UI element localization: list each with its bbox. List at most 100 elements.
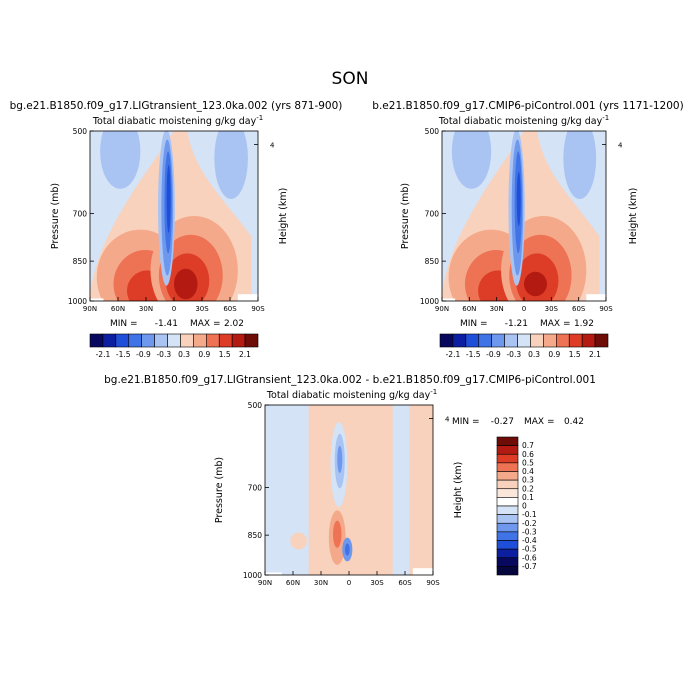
y-tick-label: 850 (73, 257, 88, 266)
colorbar-label: 0.6 (522, 450, 534, 459)
x-tick-label: 30S (370, 579, 384, 587)
colorbar-label: 0.3 (522, 476, 534, 485)
colorbar-label: -0.3 (156, 350, 171, 359)
panel-1-variable: Total diabatic moistening (92, 116, 212, 127)
colorbar-swatch (496, 557, 519, 567)
colorbar-label: 2.1 (589, 350, 601, 359)
colorbar-swatch (452, 333, 467, 348)
positive-patch (290, 532, 307, 550)
colorbar-label: -0.2 (522, 519, 537, 528)
colorbar-swatch (504, 333, 518, 348)
panel-2-ylabel: Pressure (mb) (400, 183, 411, 249)
colorbar-swatch (180, 333, 194, 348)
negative-region-nh (265, 405, 309, 575)
colorbar-swatch (218, 333, 233, 348)
height-tick-label: 4 (270, 142, 275, 150)
panel-2-min-value: -1.21 (505, 319, 528, 329)
colorbar-label: 1.5 (569, 350, 581, 359)
colorbar-swatch (496, 566, 519, 576)
colorbar-swatch (496, 453, 519, 464)
colorbar-swatch (141, 333, 155, 348)
colorbar-label: 0.9 (548, 350, 560, 359)
panel-1-ylabel-right: Height (km) (278, 188, 289, 245)
colorbar-label: -0.9 (136, 350, 151, 359)
panel-1-field (90, 131, 258, 301)
colorbar-swatch (193, 333, 207, 348)
surface-mask (265, 572, 282, 575)
panel-2-max-label: MAX = (540, 319, 571, 329)
colorbar-swatch (496, 462, 519, 472)
positive-lobe-sh-4 (524, 271, 547, 297)
colorbar-label: 1.5 (219, 350, 231, 359)
panel-1-units: g/kg day (215, 116, 257, 127)
colorbar-swatch (496, 445, 519, 455)
panel-3-min-value: -0.27 (491, 417, 514, 427)
negative-band-4 (166, 165, 171, 233)
x-tick-label: 90S (426, 579, 440, 587)
panel-1-max-value: 2.02 (224, 319, 244, 329)
colorbar-swatch (167, 333, 181, 348)
panel-3-ylabel-right: Height (km) (453, 462, 464, 519)
x-tick-label: 90N (435, 305, 449, 313)
panel-3-max-label: MAX = (524, 417, 555, 427)
colorbar-label: 0.3 (528, 350, 540, 359)
y-tick-label: 700 (248, 484, 263, 493)
colorbar-swatch (244, 333, 259, 348)
colorbar-swatch (465, 333, 480, 348)
panel-3-max-value: 0.42 (564, 417, 584, 427)
panel-1-subtitle: Total diabatic moistening g/kg day-1 (92, 114, 263, 127)
colorbar-label: 0.9 (198, 350, 210, 359)
colorbar-label: 0.7 (522, 441, 534, 450)
surface-mask (442, 298, 456, 301)
panel-3-title: bg.e21.B1850.f09_g17.LIGtransient_123.0k… (104, 374, 596, 386)
colorbar-swatch (496, 514, 519, 524)
colorbar-swatch (102, 333, 117, 348)
panel-1-min-label: MIN = (110, 319, 138, 329)
colorbar-swatch (530, 333, 544, 348)
x-tick-label: 90N (83, 305, 97, 313)
colorbar-swatch (496, 479, 519, 490)
panel-3-field (265, 405, 433, 575)
colorbar-swatch (115, 333, 130, 348)
y-tick-label: 1000 (68, 297, 87, 306)
x-tick-label: 30N (490, 305, 504, 313)
panel-1: bg.e21.B1850.f09_g17.LIGtransient_123.0k… (10, 100, 343, 359)
panel-3-ylabel: Pressure (mb) (214, 457, 225, 523)
colorbar-swatch (594, 333, 609, 348)
y-tick-label: 850 (248, 531, 263, 540)
colorbar-label: 0.5 (522, 458, 534, 467)
panel-1-min-value: -1.41 (155, 319, 178, 329)
colorbar-swatch (496, 471, 519, 481)
colorbar-label: 0.3 (178, 350, 190, 359)
figure-title: SON (332, 69, 369, 89)
colorbar-label: -1.5 (466, 350, 481, 359)
panel-3-units-exp: -1 (430, 388, 437, 396)
colorbar-swatch (496, 548, 519, 559)
colorbar-label: -0.5 (522, 545, 537, 554)
negative-region-sh (392, 405, 410, 575)
colorbar-label: -2.1 (96, 350, 111, 359)
x-tick-label: 30S (545, 305, 559, 313)
panel-3-colorbar: 0.70.60.50.40.30.20.10-0.1-0.2-0.3-0.4-0… (496, 436, 537, 576)
colorbar-label: 0.1 (522, 493, 534, 502)
x-tick-label: 60S (572, 305, 586, 313)
colorbar-swatch (89, 333, 104, 348)
colorbar-swatch (154, 333, 168, 348)
panel-2-title: b.e21.B1850.f09_g17.CMIP6-piControl.001 … (372, 100, 683, 112)
colorbar-swatch (556, 333, 570, 348)
colorbar-label: 0 (522, 502, 527, 511)
colorbar-swatch (496, 540, 519, 550)
surface-mask (412, 568, 433, 575)
positive-lobe-sh-4 (174, 268, 198, 300)
panel-1-colorbar: -2.1 -1.5 -0.9 -0.3 0.3 0.9 1.5 2.1 (89, 333, 259, 359)
panel-1-title: bg.e21.B1850.f09_g17.LIGtransient_123.0k… (10, 100, 343, 112)
panel-2-max-value: 1.92 (574, 319, 594, 329)
y-tick-label: 850 (425, 257, 440, 266)
panel-2-ylabel-right: Height (km) (628, 188, 639, 245)
colorbar-swatch (491, 333, 505, 348)
panel-2-subtitle: Total diabatic moistening g/kg day-1 (438, 114, 609, 127)
panel-1-max-label: MAX = (190, 319, 221, 329)
colorbar-swatch (206, 333, 220, 348)
